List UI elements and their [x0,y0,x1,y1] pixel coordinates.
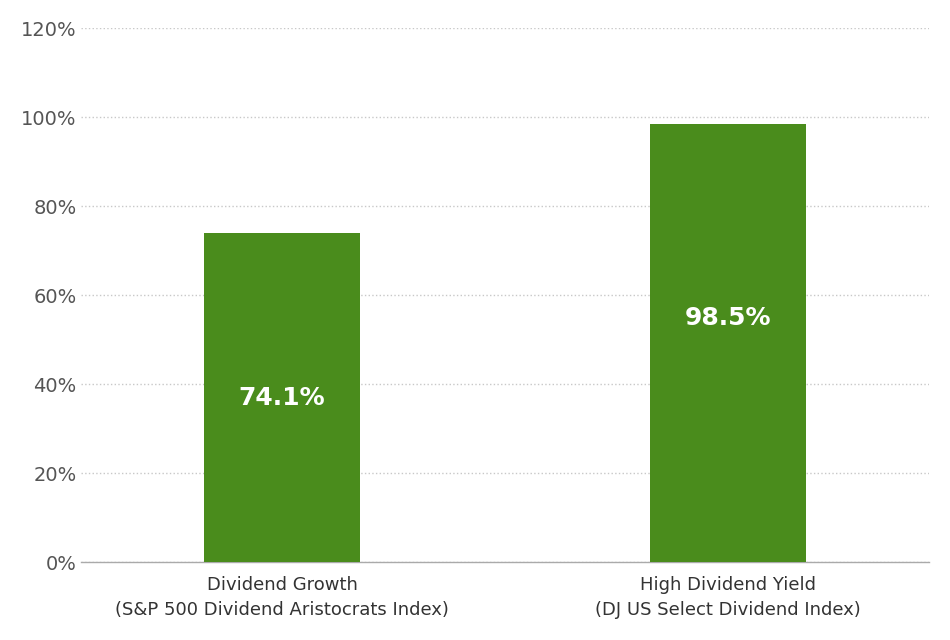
Text: 74.1%: 74.1% [238,386,326,410]
Bar [204,232,360,563]
Text: 98.5%: 98.5% [685,305,771,330]
Bar [650,124,807,563]
